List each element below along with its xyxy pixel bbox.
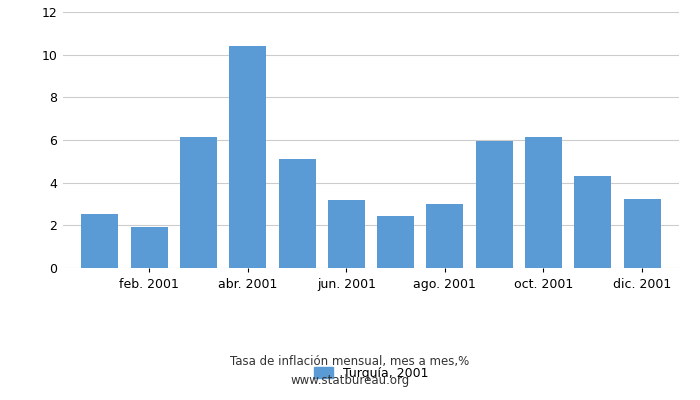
- Bar: [377, 216, 414, 268]
- Bar: [624, 199, 661, 268]
- Legend: Turquía, 2001: Turquía, 2001: [309, 362, 433, 385]
- Bar: [476, 141, 512, 268]
- Text: www.statbureau.org: www.statbureau.org: [290, 374, 410, 387]
- Bar: [131, 228, 168, 268]
- Bar: [328, 200, 365, 268]
- Bar: [230, 46, 266, 268]
- Bar: [180, 137, 217, 268]
- Bar: [81, 214, 118, 268]
- Text: Tasa de inflación mensual, mes a mes,%: Tasa de inflación mensual, mes a mes,%: [230, 356, 470, 368]
- Bar: [426, 204, 463, 268]
- Bar: [279, 159, 316, 268]
- Bar: [525, 137, 562, 268]
- Bar: [574, 176, 611, 268]
